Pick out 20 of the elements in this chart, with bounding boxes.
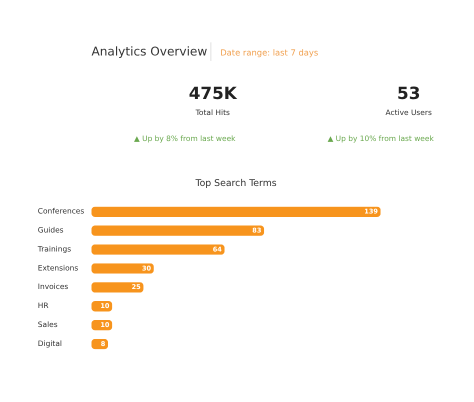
y-tick-label: Digital (38, 338, 62, 348)
y-tick-label: Trainings (36, 244, 72, 254)
text: ▲ Up by 8% from last week (134, 134, 236, 144)
text: Date range: last 7 days (220, 47, 318, 58)
y-tick-label: Conferences (38, 206, 84, 216)
y-tick-label: Extensions (38, 263, 78, 272)
chart-title: Top Search Terms (194, 178, 277, 189)
text: Active Users (386, 108, 432, 118)
bar (91, 206, 381, 217)
y-tick-label: HR (38, 301, 49, 310)
y-tick-label: Guides (38, 226, 64, 235)
text: ▲ Up by 10% from last week (328, 134, 434, 144)
bar (91, 225, 264, 236)
bar (91, 244, 225, 255)
y-tick-label: Sales (38, 320, 58, 329)
text: Analytics Overview (91, 44, 208, 58)
text: 53 (397, 83, 420, 104)
text: 475K (188, 83, 238, 104)
text: Total Hits (194, 108, 230, 118)
y-tick-label: Invoices (38, 282, 68, 292)
